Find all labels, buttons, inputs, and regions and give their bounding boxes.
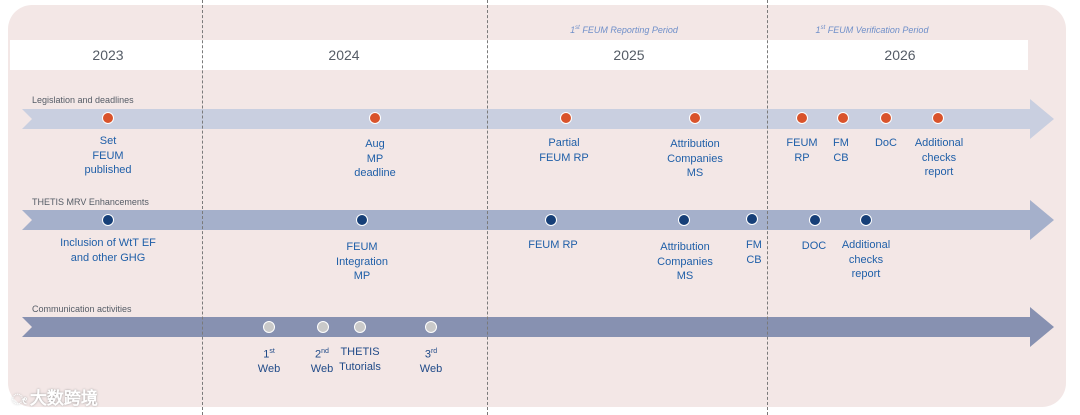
timeline-panel — [8, 5, 1066, 407]
year-2024: 2024 — [328, 47, 360, 63]
thetis-dot — [746, 213, 758, 225]
legislation-arrow — [22, 99, 1054, 139]
thetis-dot — [809, 214, 821, 226]
thetis-dot — [356, 214, 368, 226]
thetis-dot — [545, 214, 557, 226]
track-title-legislation: Legislation and deadlines — [32, 95, 134, 105]
communication-arrow — [22, 307, 1054, 347]
thetis-dot — [678, 214, 690, 226]
communication-dot — [317, 321, 329, 333]
watermark-logo-icon: ೕ — [12, 391, 27, 407]
year-divider-2025 — [487, 0, 488, 415]
year-2023: 2023 — [92, 47, 124, 63]
reporting-period-label: 1st FEUM Reporting Period — [570, 25, 678, 35]
thetis-arrow — [22, 200, 1054, 240]
communication-event-label: 1st Web — [257, 348, 281, 376]
watermark: ೕ 大数跨境 — [12, 389, 98, 408]
legislation-dot — [560, 112, 572, 124]
verification-period-label: 1st FEUM Verification Period — [815, 25, 929, 35]
legislation-dot — [102, 112, 114, 124]
year-divider-2026 — [767, 0, 768, 415]
year-header-bar — [10, 40, 1028, 70]
communication-event-label: THETIS Tutorials — [339, 346, 381, 373]
thetis-event-label: Inclusion of WtT EF and other GHG — [60, 237, 156, 264]
legislation-dot — [689, 112, 701, 124]
year-divider-2024 — [202, 0, 203, 415]
legislation-event-label: DoC — [874, 137, 898, 149]
legislation-event-label: FEUM RP — [786, 137, 818, 164]
track-title-communication: Communication activities — [32, 304, 132, 314]
thetis-event-label: FEUM RP — [528, 239, 578, 251]
communication-dot — [354, 321, 366, 333]
legislation-dot — [369, 112, 381, 124]
legislation-event-label: Additional checks report — [914, 137, 964, 178]
thetis-event-label: FM CB — [746, 239, 762, 266]
thetis-event-label: DOC — [801, 240, 827, 252]
thetis-event-label: Attribution Companies MS — [657, 241, 713, 282]
thetis-event-label: Additional checks report — [841, 239, 891, 280]
thetis-dot — [860, 214, 872, 226]
legislation-dot — [932, 112, 944, 124]
track-title-thetis: THETIS MRV Enhancements — [32, 197, 149, 207]
legislation-event-label: Partial FEUM RP — [539, 137, 589, 164]
legislation-dot — [796, 112, 808, 124]
legislation-event-label: Set FEUM published — [84, 135, 132, 176]
year-2026: 2026 — [884, 47, 916, 63]
thetis-event-label: FEUM Integration MP — [336, 241, 388, 282]
communication-event-label: 2nd Web — [310, 348, 334, 376]
communication-event-label: 3rd Web — [419, 348, 443, 376]
thetis-dot — [102, 214, 114, 226]
year-2025: 2025 — [613, 47, 645, 63]
communication-dot — [263, 321, 275, 333]
legislation-event-label: Attribution Companies MS — [667, 138, 723, 179]
legislation-dot — [880, 112, 892, 124]
legislation-dot — [837, 112, 849, 124]
communication-dot — [425, 321, 437, 333]
legislation-event-label: FM CB — [833, 137, 849, 164]
legislation-event-label: Aug MP deadline — [354, 138, 396, 179]
